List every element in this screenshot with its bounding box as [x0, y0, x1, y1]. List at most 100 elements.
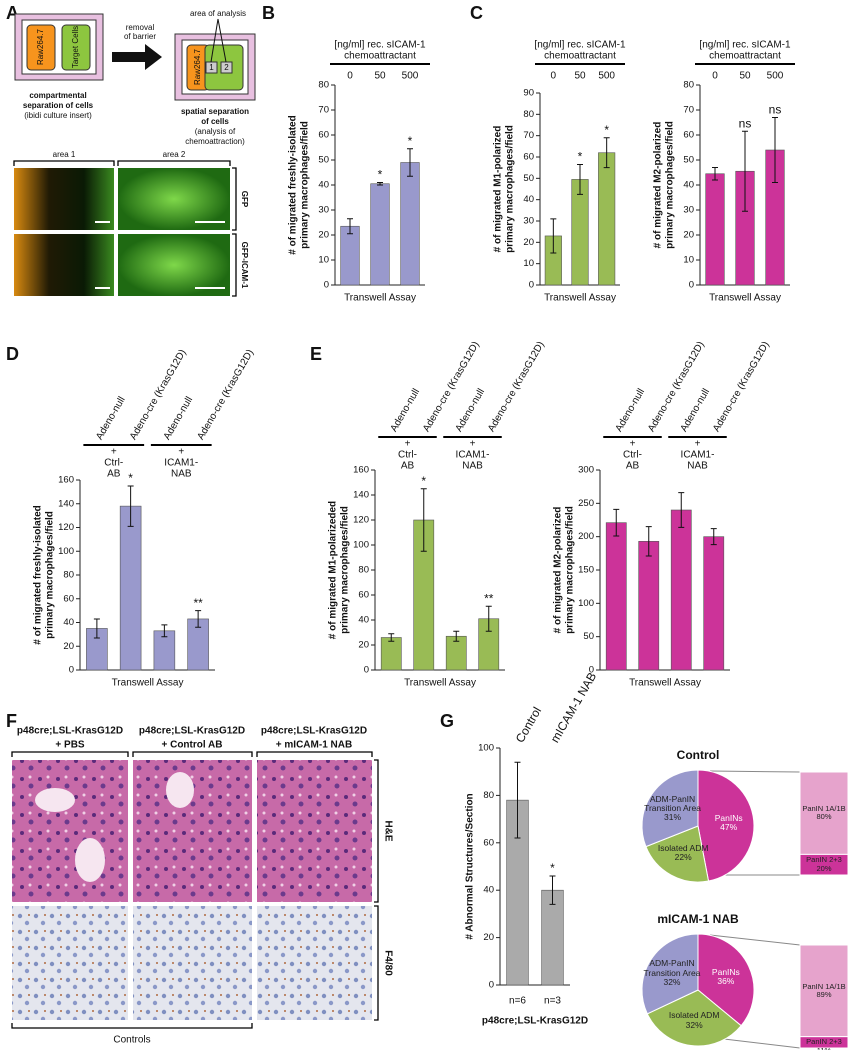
category-label: 500 [402, 71, 419, 82]
group-label: AB [626, 461, 640, 472]
category-label: Adeno-null [454, 387, 487, 434]
analysis-area-label: 1 [209, 63, 214, 72]
pie-slice [641, 769, 699, 848]
y-tick-label: 10 [523, 258, 534, 269]
cell-label: Raw264.7 [36, 28, 45, 65]
histology-image [257, 906, 372, 1020]
y-tick-label: 100 [353, 540, 369, 551]
bar [380, 637, 402, 671]
y-tick-label: 80 [523, 109, 534, 120]
y-axis-label: # of migrated M1-polarizeded [328, 501, 339, 639]
label: 89% [816, 989, 832, 999]
x-axis-label: Transwell Assay [544, 293, 616, 304]
y-axis-label: primary macrophages/field [340, 506, 351, 634]
error-bar [772, 117, 778, 183]
category-label: Adeno-null [162, 395, 195, 442]
y-axis-label: primary macrophages/field [665, 121, 676, 249]
chart-title: chemoattractant [544, 51, 616, 62]
error-bar [710, 528, 717, 546]
column-title: p48cre;LSL-KrasG12D [261, 726, 367, 737]
y-axis-label: # of migrated freshly-isolated [288, 115, 299, 254]
significance-label: ns [739, 116, 752, 130]
label: PanIN 1A/1B [802, 981, 846, 991]
cell-compartment [26, 24, 56, 71]
group-label: ICAM1- [681, 450, 715, 461]
category-label: 500 [598, 71, 615, 82]
y-tick-label: 60 [318, 130, 329, 141]
panel-label: C [470, 3, 483, 23]
y-tick-label: 30 [318, 205, 329, 216]
y-tick-label: 0 [529, 280, 534, 291]
y-tick-label: 40 [318, 180, 329, 191]
group-label: AB [107, 469, 121, 480]
y-tick-label: 200 [578, 531, 594, 542]
pie-slice [697, 933, 755, 1027]
label-group: PanINs 36% [695, 952, 757, 1002]
cell-label: Raw264.7 [193, 48, 202, 85]
y-tick-label: 10 [318, 255, 329, 266]
error-bar [712, 167, 718, 181]
connector [709, 770, 801, 773]
y-axis-label: primary macrophages/field [300, 121, 311, 249]
micrograph [14, 168, 114, 230]
y-tick-label: 120 [58, 522, 74, 533]
error-bar [645, 526, 652, 557]
label: 32% [685, 1019, 703, 1030]
y-tick-label: 120 [353, 515, 369, 526]
label: 20% [816, 863, 832, 873]
label: 22% [674, 851, 692, 862]
pie-slice [641, 933, 699, 1015]
category-label: Adeno-null [389, 387, 422, 434]
label-group: PanIN 2+311% [800, 1037, 848, 1050]
y-tick-label: 0 [489, 980, 494, 991]
error-bar [93, 618, 100, 639]
bracket [374, 759, 379, 1021]
group-label: + [178, 447, 184, 458]
error-bar [742, 130, 748, 212]
error-bar [550, 218, 557, 254]
significance-label: * [378, 168, 383, 182]
panel-label: F [6, 711, 17, 731]
group-label: Ctrl- [398, 450, 417, 461]
column-title: + Control AB [161, 740, 222, 751]
significance-label: * [128, 471, 133, 485]
bar [703, 536, 725, 671]
group-label: NAB [171, 469, 192, 480]
y-tick-label: 80 [318, 80, 329, 91]
histology-image [133, 906, 252, 1020]
error-bar [195, 610, 202, 628]
y-tick-label: 40 [63, 617, 74, 628]
significance-label: * [421, 474, 426, 488]
row-label: H&E [382, 820, 393, 841]
arrow-label: of barrier [124, 32, 156, 41]
panel-f: p48cre;LSL-KrasG12D + PBS p48cre;LSL-Kra… [11, 726, 393, 1046]
y-axis-label: # of migrated freshly-isolated [33, 505, 44, 644]
category-label: Adeno-cre (KrasG12D) [195, 348, 256, 442]
error-bar [127, 485, 134, 527]
bracket [232, 167, 237, 297]
chart-title: [ng/ml] rec. sICAM-1 [334, 40, 426, 51]
bracket [11, 751, 373, 757]
row-label: F4/80 [382, 950, 393, 976]
category-label: 50 [739, 71, 751, 82]
significance-label: ns [769, 103, 782, 117]
column-title: + PBS [55, 740, 85, 751]
pointer [217, 18, 227, 63]
label: 80% [816, 812, 832, 822]
chart-title: Control [677, 748, 720, 762]
category-label: Adeno-cre (KrasG12D) [711, 340, 772, 434]
bracket [11, 1023, 253, 1029]
group-label: + [630, 439, 636, 450]
caption: of cells [201, 117, 229, 126]
bar [571, 179, 589, 286]
y-tick-label: 40 [523, 194, 534, 205]
category-label: Adeno-null [614, 387, 647, 434]
label-group: PanINs 47% [698, 798, 760, 848]
category-label: 0 [712, 71, 718, 82]
bar [705, 173, 725, 286]
label-box: PanIN 2+320% [806, 856, 842, 873]
